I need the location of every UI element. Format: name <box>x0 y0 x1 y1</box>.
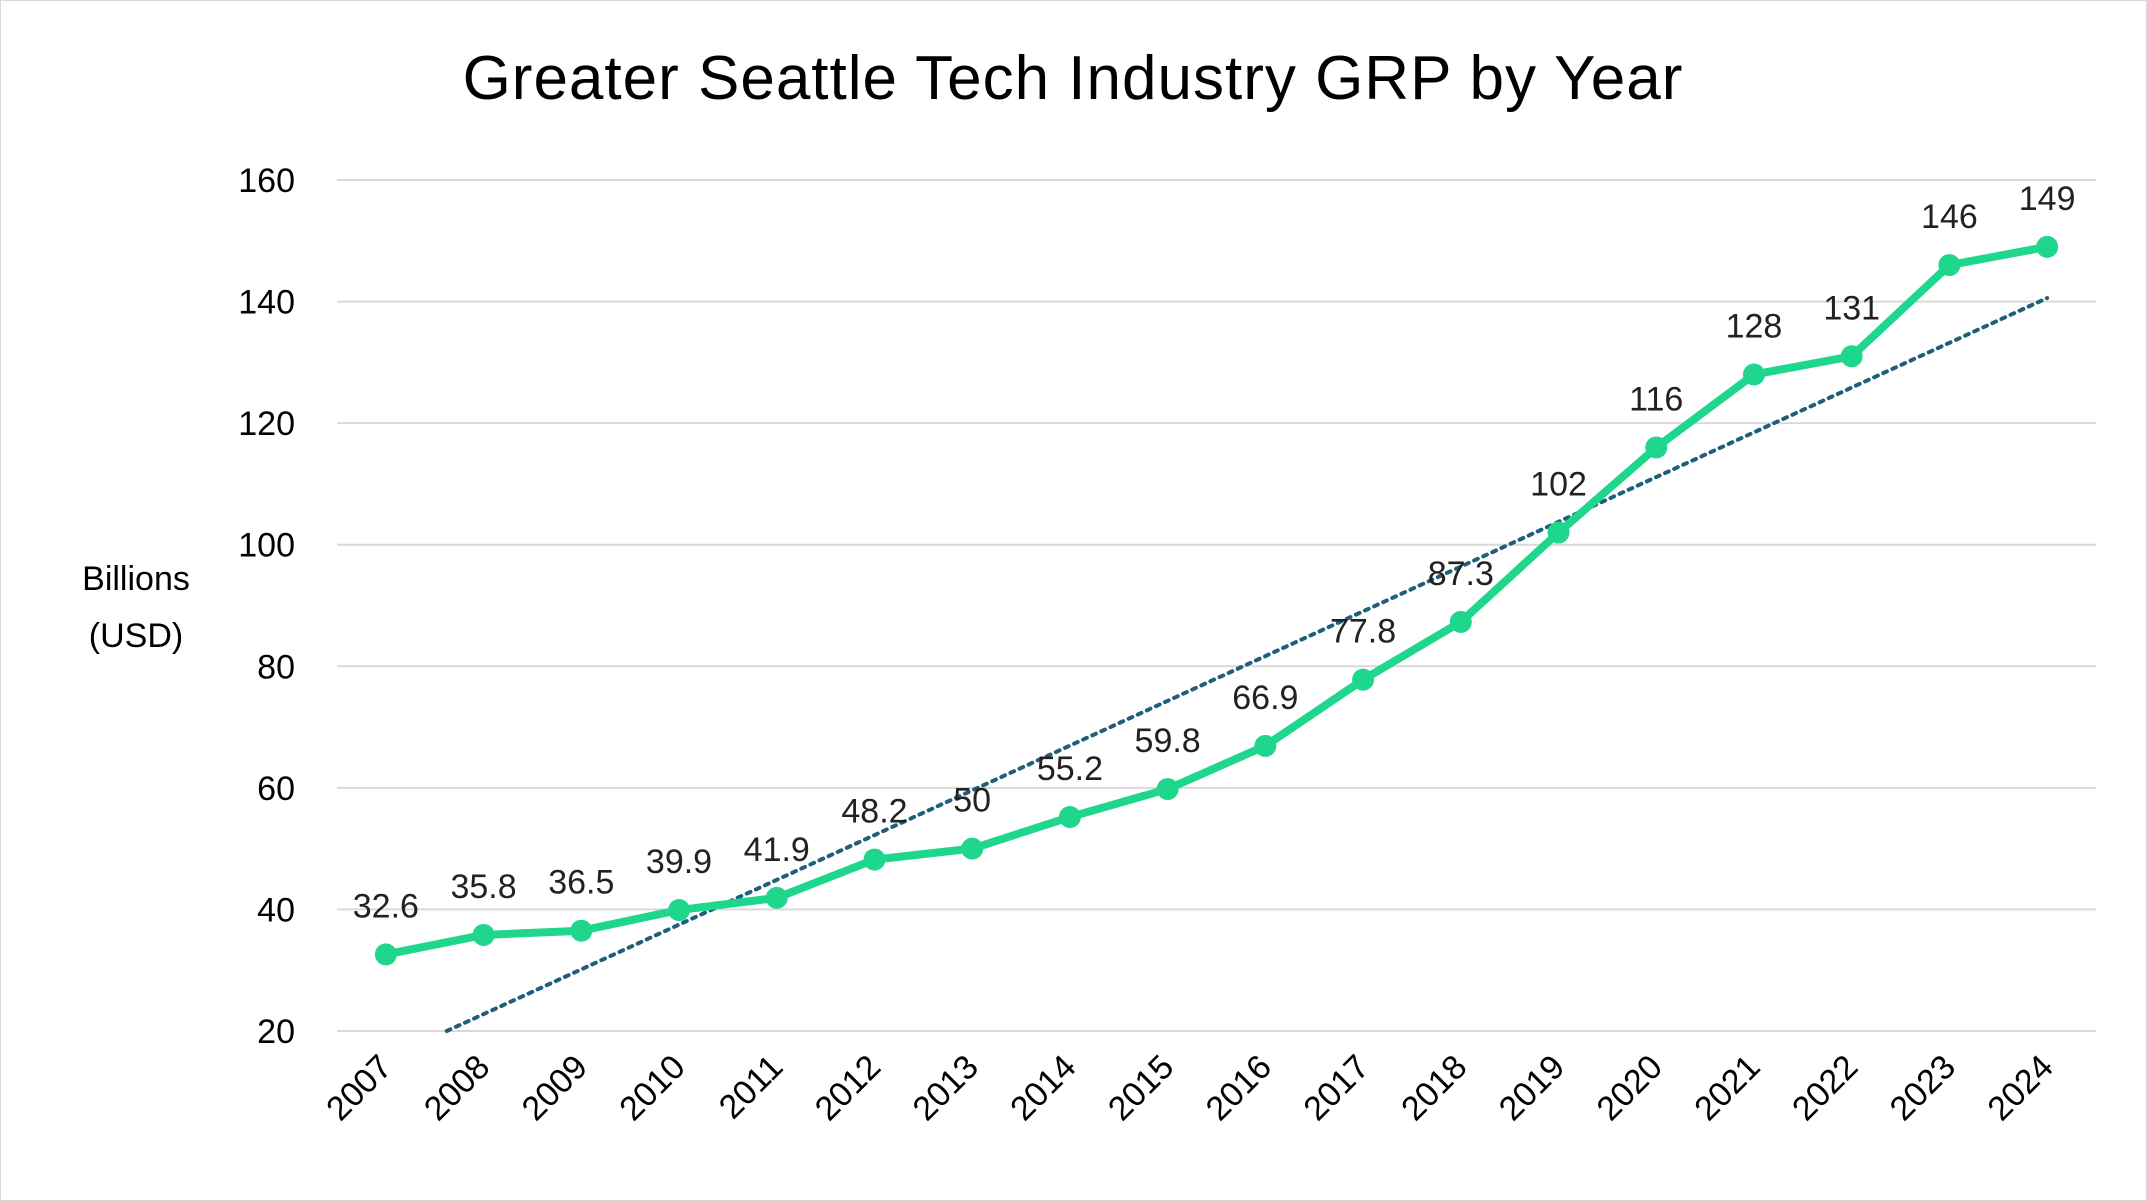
data-label-2015: 59.8 <box>1135 722 1201 760</box>
x-tick-label: 2024 <box>1980 1048 2060 1128</box>
data-point-2008 <box>472 923 495 946</box>
data-point-2009 <box>570 919 593 942</box>
data-point-2015 <box>1156 778 1179 801</box>
x-tick-label: 2013 <box>905 1048 985 1128</box>
data-label-2021: 128 <box>1726 308 1783 346</box>
data-point-2021 <box>1742 363 1765 386</box>
data-label-2018: 87.3 <box>1428 555 1494 593</box>
data-label-2014: 55.2 <box>1037 750 1103 788</box>
data-labels: 32.6 35.8 36.5 39.9 41.9 48.2 50 55.2 59.8 66.9 77… <box>353 180 2076 926</box>
x-tick-label: 2010 <box>612 1048 692 1128</box>
x-tick-label: 2008 <box>417 1048 497 1128</box>
data-point-2019 <box>1547 521 1570 544</box>
y-axis-label: Billions (USD) <box>82 560 190 655</box>
data-point-2010 <box>668 899 691 922</box>
y-axis-label-line-2: (USD) <box>89 617 183 655</box>
data-point-2024 <box>2036 235 2059 258</box>
x-tick-label: 2023 <box>1883 1048 1963 1128</box>
trendline-path <box>444 296 2050 1033</box>
x-axis-ticks: 2007 2008 2009 2010 2011 2012 2013 2014 2015 2016… <box>319 1048 2061 1128</box>
series-points <box>374 235 2059 966</box>
x-tick-label: 2018 <box>1394 1048 1474 1128</box>
x-tick-label: 2022 <box>1785 1048 1865 1128</box>
data-label-2011: 41.9 <box>744 831 810 869</box>
chart-title: Greater Seattle Tech Industry GRP by Yea… <box>463 44 1684 113</box>
data-label-2020: 116 <box>1629 380 1683 418</box>
y-tick-label: 60 <box>257 770 295 808</box>
series-polyline <box>381 242 2052 959</box>
trendline <box>444 296 2050 1033</box>
data-label-2016: 66.9 <box>1232 679 1298 717</box>
data-point-2017 <box>1352 668 1375 691</box>
y-tick-label: 100 <box>238 527 295 565</box>
x-tick-label: 2011 <box>712 1048 791 1127</box>
x-tick-label: 2007 <box>319 1048 399 1128</box>
data-label-2007: 32.6 <box>353 887 419 925</box>
data-point-2022 <box>1840 345 1863 368</box>
data-label-2009: 36.5 <box>548 864 614 902</box>
y-axis-ticks: 20 40 60 80 100 120 140 160 <box>238 162 295 1051</box>
series-line <box>381 242 2052 959</box>
data-label-2024: 149 <box>2019 180 2076 218</box>
data-label-2008: 35.8 <box>450 868 516 906</box>
data-label-2019: 102 <box>1530 466 1587 504</box>
data-label-2017: 77.8 <box>1330 613 1396 651</box>
data-point-2020 <box>1645 436 1668 459</box>
data-point-2013 <box>961 837 984 860</box>
x-tick-label: 2021 <box>1687 1048 1767 1128</box>
x-tick-label: 2016 <box>1199 1048 1279 1128</box>
data-point-2012 <box>863 848 886 871</box>
x-tick-label: 2015 <box>1101 1048 1181 1128</box>
gridlines <box>337 179 2096 1032</box>
x-tick-label: 2019 <box>1492 1048 1572 1128</box>
y-tick-label: 80 <box>257 648 295 686</box>
data-point-2011 <box>765 886 788 909</box>
y-tick-label: 120 <box>238 405 295 443</box>
y-axis-label-line-1: Billions <box>82 560 190 598</box>
y-tick-label: 160 <box>238 162 295 200</box>
y-tick-label: 140 <box>238 284 295 322</box>
data-label-2013: 50 <box>953 782 991 820</box>
y-tick-label: 40 <box>257 891 295 929</box>
x-tick-label: 2014 <box>1003 1048 1083 1128</box>
x-tick-label: 2012 <box>808 1048 888 1128</box>
data-point-2018 <box>1449 610 1472 633</box>
data-point-2014 <box>1058 806 1081 829</box>
data-point-2023 <box>1938 254 1961 277</box>
data-point-2016 <box>1254 734 1277 757</box>
data-point-2007 <box>374 943 397 966</box>
x-tick-label: 2020 <box>1590 1048 1670 1128</box>
x-tick-label: 2017 <box>1296 1048 1376 1128</box>
data-label-2022: 131 <box>1823 289 1880 327</box>
data-label-2023: 146 <box>1921 198 1978 236</box>
data-label-2010: 39.9 <box>646 843 712 881</box>
x-tick-label: 2009 <box>515 1048 595 1128</box>
y-tick-label: 20 <box>257 1013 295 1051</box>
data-label-2012: 48.2 <box>841 793 907 831</box>
